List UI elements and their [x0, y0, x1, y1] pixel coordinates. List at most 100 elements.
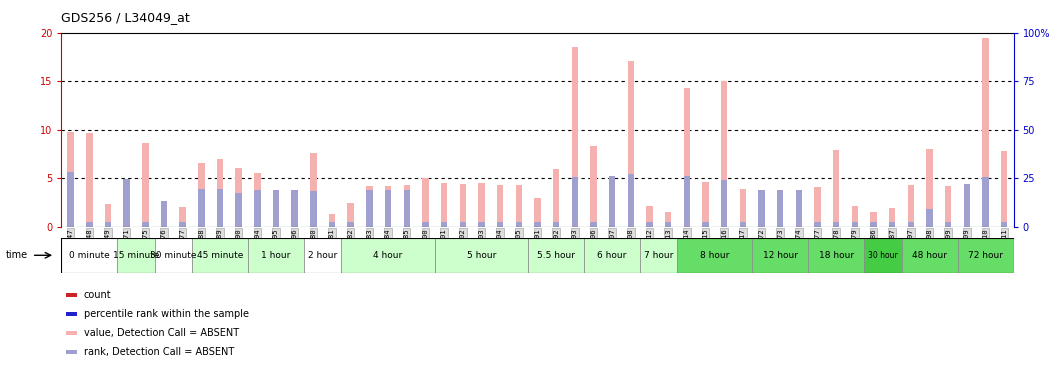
Text: 30 minute: 30 minute — [150, 251, 197, 260]
Bar — [124, 179, 130, 227]
Bar — [61, 238, 117, 273]
Bar — [422, 178, 428, 227]
Bar — [833, 222, 839, 227]
Bar — [927, 209, 933, 227]
Bar — [777, 190, 783, 227]
Bar — [964, 184, 970, 227]
Bar — [627, 61, 634, 227]
Bar — [590, 146, 597, 227]
Text: 7 hour: 7 hour — [644, 251, 674, 260]
Bar — [808, 238, 864, 273]
Bar — [927, 149, 933, 227]
Bar — [646, 222, 653, 227]
Bar — [236, 193, 242, 227]
Bar — [403, 190, 411, 227]
Bar — [777, 191, 783, 227]
Bar — [68, 172, 74, 227]
Bar — [385, 190, 391, 227]
Text: 2 hour: 2 hour — [308, 251, 338, 260]
Text: 1 hour: 1 hour — [261, 251, 291, 260]
Bar — [515, 185, 522, 227]
Bar — [683, 176, 690, 227]
Bar — [291, 191, 298, 227]
Bar — [908, 185, 914, 227]
Bar — [571, 48, 578, 227]
Bar — [329, 214, 335, 227]
Bar — [422, 222, 428, 227]
Bar — [720, 180, 728, 227]
Text: 5.5 hour: 5.5 hour — [537, 251, 576, 260]
Bar — [815, 222, 821, 227]
Text: value, Detection Call = ABSENT: value, Detection Call = ABSENT — [84, 328, 239, 338]
Bar — [161, 201, 167, 227]
Bar — [180, 206, 186, 227]
Bar — [646, 206, 653, 227]
Bar — [571, 178, 578, 227]
Bar — [945, 186, 951, 227]
Bar — [193, 238, 248, 273]
Bar — [608, 176, 616, 227]
Bar — [720, 81, 728, 227]
Text: 18 hour: 18 hour — [819, 251, 854, 260]
Bar — [982, 38, 989, 227]
Bar — [342, 238, 435, 273]
Bar — [677, 238, 752, 273]
Bar — [117, 238, 154, 273]
Text: 72 hour: 72 hour — [968, 251, 1003, 260]
Bar — [908, 222, 914, 227]
Bar — [198, 189, 204, 227]
Bar — [852, 206, 858, 227]
Bar — [871, 212, 877, 227]
Bar — [964, 186, 970, 227]
Bar — [385, 186, 391, 227]
Bar — [441, 222, 448, 227]
Bar — [553, 222, 560, 227]
Text: 45 minute: 45 minute — [197, 251, 243, 260]
Text: 6 hour: 6 hour — [598, 251, 626, 260]
Bar — [236, 168, 242, 227]
Text: rank, Detection Call = ABSENT: rank, Detection Call = ABSENT — [84, 347, 234, 357]
Bar — [534, 222, 541, 227]
Bar — [86, 222, 93, 227]
Bar — [154, 238, 193, 273]
Bar — [703, 222, 709, 227]
Bar — [889, 222, 895, 227]
Bar — [528, 238, 584, 273]
Bar — [366, 190, 372, 227]
Bar — [584, 238, 640, 273]
Bar — [497, 222, 504, 227]
Bar — [310, 191, 316, 227]
Bar — [627, 173, 634, 227]
Bar — [441, 183, 448, 227]
Bar — [478, 183, 485, 227]
Text: 48 hour: 48 hour — [912, 251, 947, 260]
Bar — [740, 189, 746, 227]
Bar — [273, 192, 279, 227]
Bar — [664, 222, 672, 227]
Text: 8 hour: 8 hour — [700, 251, 730, 260]
Bar — [752, 238, 808, 273]
Bar — [304, 238, 342, 273]
Text: GDS256 / L34049_at: GDS256 / L34049_at — [61, 11, 190, 24]
Bar — [142, 222, 148, 227]
Bar — [759, 191, 765, 227]
Bar — [515, 222, 522, 227]
Bar — [796, 190, 802, 227]
Text: time: time — [5, 250, 28, 260]
Bar — [291, 190, 298, 227]
Bar — [180, 222, 186, 227]
Bar — [957, 238, 1014, 273]
Bar — [217, 159, 223, 227]
Bar — [1001, 222, 1007, 227]
Bar — [86, 133, 93, 227]
Bar — [852, 222, 858, 227]
Bar — [105, 222, 111, 227]
Bar — [329, 222, 335, 227]
Bar — [403, 185, 411, 227]
Text: percentile rank within the sample: percentile rank within the sample — [84, 309, 249, 319]
Bar — [310, 153, 316, 227]
Bar — [553, 169, 560, 227]
Text: 12 hour: 12 hour — [763, 251, 798, 260]
Bar — [198, 163, 204, 227]
Text: count: count — [84, 290, 111, 300]
